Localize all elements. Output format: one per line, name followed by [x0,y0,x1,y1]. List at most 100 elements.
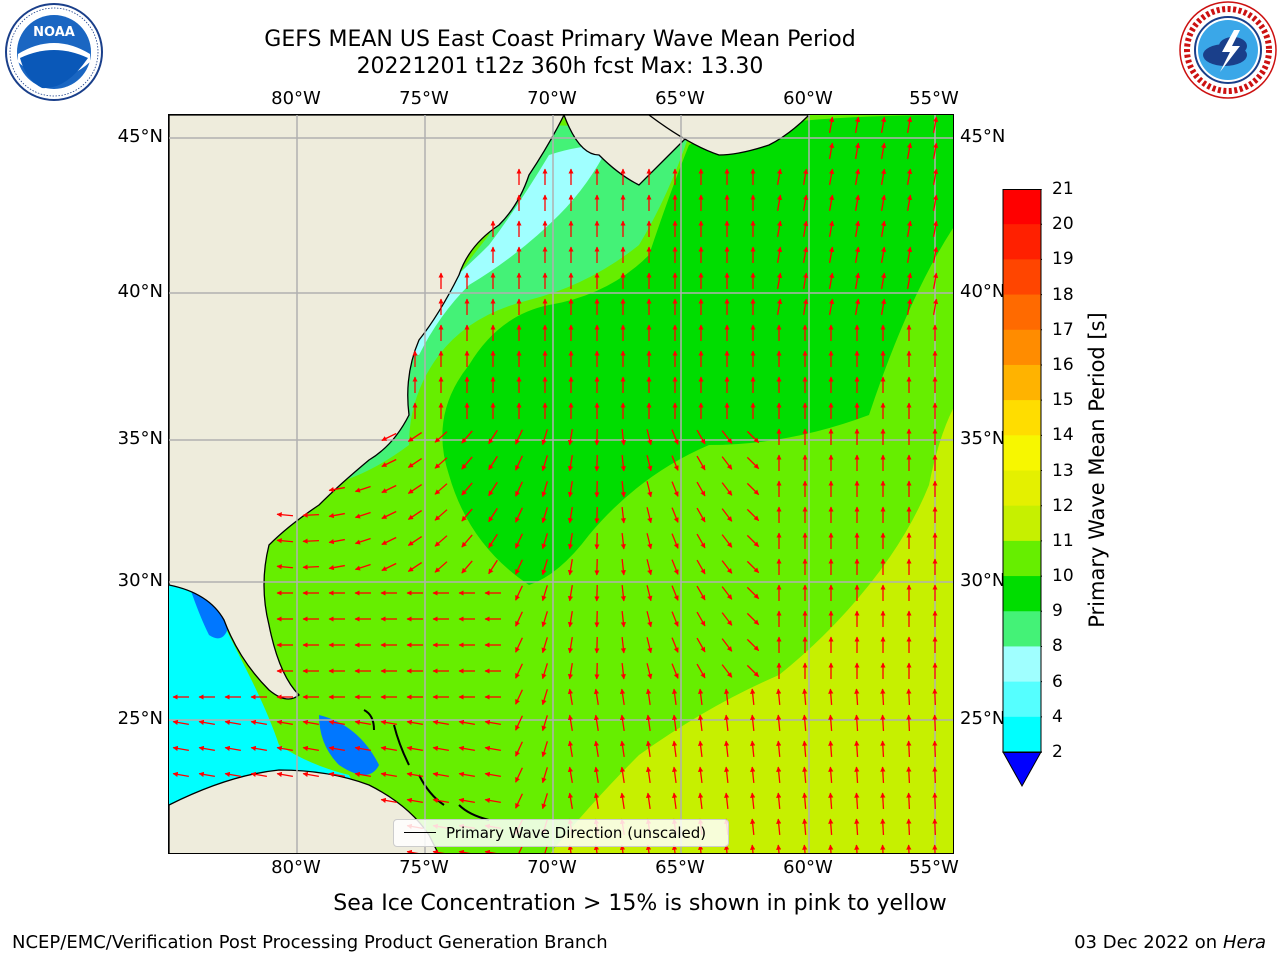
wave-arrow [567,429,574,446]
wave-arrow [515,689,523,705]
wave-arrow [906,818,912,836]
wave-arrow [406,797,423,804]
wave-arrow [250,771,267,778]
wave-arrow [488,559,498,575]
wave-arrow [696,507,706,523]
wave-arrow [328,564,345,571]
wave-arrow [380,745,397,752]
lon-label-top-75w: 75°W [399,88,449,109]
wave-arrow [302,538,320,544]
wave-arrow [854,246,861,263]
wave-arrow [381,432,397,442]
wave-arrow [567,844,574,853]
wave-arrow [620,480,626,498]
wave-arrow [671,714,678,732]
wave-arrow [541,637,548,654]
wave-arrow [696,455,706,471]
wave-arrow [828,766,834,784]
wave-arrow [302,564,320,570]
wave-arrow [932,688,938,706]
wave-arrow [724,766,730,784]
wave-arrow [776,818,782,836]
wave-arrow [671,688,678,706]
wave-arrow [746,430,760,444]
map-gridlines [169,115,953,853]
lon-label-top-65w: 65°W [655,88,705,109]
wave-arrow [671,533,679,549]
wave-arrow [250,719,267,726]
wave-arrow [854,298,861,315]
wave-arrow [906,766,912,784]
wave-arrow [906,194,913,211]
wave-arrow [671,663,679,679]
wave-arrow [932,844,938,853]
colorbar-band [1003,646,1041,683]
colorbar-tick-label: 18 [1052,284,1074,305]
wave-arrow [541,455,548,472]
wave-arrow [541,689,548,706]
wave-arrow [646,533,653,550]
wave-arrow [880,220,887,237]
wave-arrow [381,562,397,572]
wave-arrow [620,610,626,628]
wave-arrow [172,719,189,726]
lon-label-bottom-65w: 65°W [655,857,705,878]
wave-arrow [302,719,319,726]
wave-arrow [541,507,548,524]
wave-arrow [407,562,423,572]
wave-arrow [721,664,733,678]
wave-arrow [932,116,939,133]
wave-arrow [750,792,756,810]
wave-arrow [906,142,913,159]
wave-arrow [776,766,782,784]
wave-arrow [724,740,730,758]
wave-arrow [645,766,652,784]
wave-arrow [906,298,913,315]
wave-arrow [828,298,835,315]
wave-arrow [854,142,861,159]
wave-arrow [407,536,423,546]
wave-arrow [906,246,913,263]
land-cuba [169,769,439,853]
wave-arrow [932,714,938,732]
wave-arrow [645,844,652,853]
wave-arrow [828,714,834,732]
wave-arrow [620,428,626,446]
wave-arrow [593,714,600,732]
wave-arrow [854,688,860,706]
wave-arrow [696,585,706,601]
wave-arrow [802,272,809,289]
wave-arrow [619,688,626,706]
wave-arrow [354,537,371,545]
wave-arrow [645,740,652,758]
wave-arrow [721,612,733,626]
wave-arrow [880,766,886,784]
wave-arrow [750,818,756,836]
wave-arrow [541,559,548,576]
wave-arrow [224,719,241,726]
wave-arrow [461,456,473,470]
chart-subtitle: 20221201 t12z 360h fcst Max: 13.30 [356,54,764,79]
colorbar-tick-label: 16 [1052,354,1074,375]
wave-arrow [880,246,887,263]
wave-arrow [746,482,760,496]
wave-arrow [354,719,371,726]
lon-label-top-80w: 80°W [271,88,321,109]
wave-arrow [776,194,783,211]
wave-arrow [828,194,835,211]
land-bahamas [363,709,490,821]
sea-ice-note: Sea Ice Concentration > 15% is shown in … [333,891,947,916]
wave-arrow [932,298,939,315]
wave-arrow [458,745,475,752]
lat-label-right-45n: 45°N [960,126,1006,147]
wave-arrow [620,558,626,576]
wave-arrow [906,168,913,185]
wave-arrow [593,792,600,810]
wave-arrow [646,507,653,524]
wave-arrow [932,766,938,784]
wave-arrow [724,792,730,810]
wave-arrow [354,745,371,752]
wave-arrow [518,845,523,853]
wave-arrow [619,740,626,758]
wave-arrow [932,272,939,289]
